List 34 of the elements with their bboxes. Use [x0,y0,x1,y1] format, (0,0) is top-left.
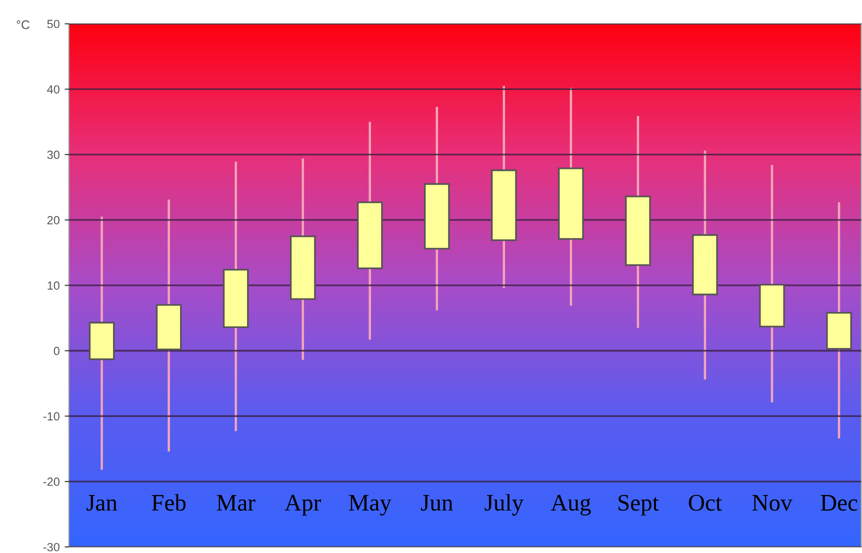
bar [88,322,115,360]
x-tick-label: Feb [152,494,186,511]
y-tick-label: -10 [43,412,60,421]
y-tick-label: 40 [47,85,60,94]
x-tick-label: Jun [420,495,453,511]
bar [759,284,785,328]
x-tick-label: Apr [284,494,322,516]
x-tick-label: Jan [86,495,118,511]
bar [222,268,249,328]
y-tick-label: 30 [47,150,60,159]
y-tick-label: 20 [47,216,60,224]
y-tick-label: 0 [54,346,60,356]
x-tick-label: Mar [216,495,256,511]
bar [424,183,450,250]
bar [356,201,383,270]
bar [826,312,852,350]
x-tick-label: July [484,494,524,516]
y-tick-label: 10 [48,281,60,290]
bar [156,304,182,350]
x-tick-label: Oct [688,494,722,511]
y-tick-label: -30 [43,542,60,552]
y-tick-label: -20 [43,478,60,486]
bar [558,167,584,240]
bar [625,196,651,266]
y-axis-title: °C [16,20,30,30]
x-tick-label: Nov [752,495,792,511]
bar [692,234,718,296]
bar [290,235,316,300]
y-tick-label: 50 [47,20,60,28]
x-tick-label: Dec [820,495,858,511]
x-tick-label: Aug [550,494,591,516]
x-tick-label: May [348,494,392,516]
x-tick-label: Sept [618,494,659,516]
bar [491,169,517,242]
